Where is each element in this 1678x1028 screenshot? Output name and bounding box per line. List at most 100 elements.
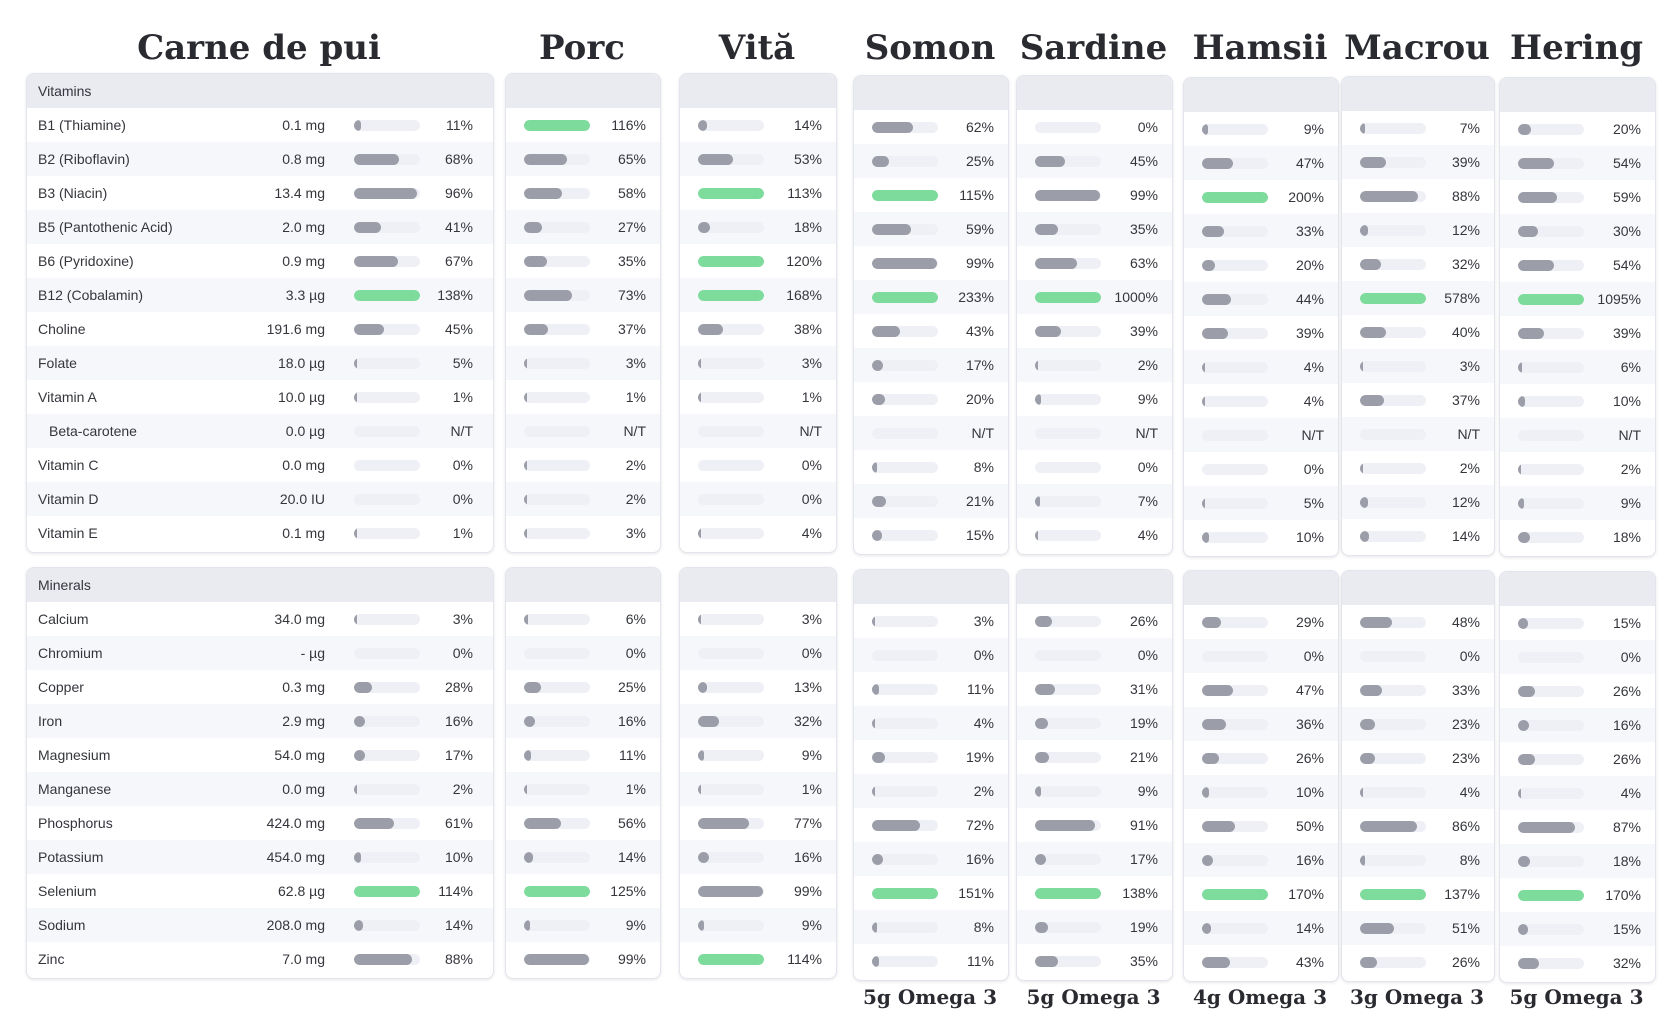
bar-track xyxy=(1202,617,1268,628)
bar-fill xyxy=(872,258,938,269)
bar-fill xyxy=(354,954,413,965)
bar-track xyxy=(1360,327,1426,338)
table-row: Manganese 0.0 mg 2% xyxy=(27,772,493,806)
bar-track xyxy=(1360,463,1426,474)
bar-fill xyxy=(872,496,886,507)
percent-value: 11% xyxy=(967,953,994,969)
percent-value: 99% xyxy=(965,255,994,271)
percent-value: 11% xyxy=(619,747,646,763)
table-row: 43% xyxy=(854,314,1008,348)
bar-track xyxy=(1202,362,1268,373)
percent-value: 1095% xyxy=(1597,291,1641,307)
bar-track xyxy=(698,426,764,437)
table-row: 2% xyxy=(854,774,1008,808)
nutrient-label: B2 (Riboflavin) xyxy=(38,151,130,167)
bar-fill xyxy=(872,888,938,899)
bar-track xyxy=(524,920,590,931)
bar-track xyxy=(872,156,938,167)
percent-value: 1% xyxy=(625,781,646,797)
percent-value: 99% xyxy=(793,883,822,899)
table-row: 31% xyxy=(1017,672,1172,706)
table-row: 0% xyxy=(1500,640,1655,674)
percent-value: 16% xyxy=(444,713,473,729)
bar-track xyxy=(1202,821,1268,832)
amount-value: 20.0 IU xyxy=(279,491,325,507)
table-row: 0% xyxy=(680,448,836,482)
bar-fill xyxy=(872,462,878,473)
bar-track xyxy=(1360,821,1426,832)
bar-track xyxy=(872,428,938,439)
table-row: 113% xyxy=(680,176,836,210)
percent-value: 26% xyxy=(1295,750,1324,766)
bar-fill xyxy=(872,752,885,763)
percent-value: 1% xyxy=(801,781,822,797)
percent-value: 6% xyxy=(1620,359,1641,375)
bar-track xyxy=(1518,464,1584,475)
bar-fill xyxy=(354,392,357,403)
table-row: 9% xyxy=(1017,774,1172,808)
table-row: 170% xyxy=(1500,878,1655,912)
bar-track xyxy=(1202,430,1268,441)
table-row: 26% xyxy=(1500,674,1655,708)
bar-track xyxy=(1518,890,1584,901)
percent-value: 2% xyxy=(1620,461,1641,477)
percent-value: N/T xyxy=(971,425,994,441)
percent-value: 3% xyxy=(801,355,822,371)
table-row: 33% xyxy=(1184,214,1338,248)
bar-track xyxy=(524,358,590,369)
percent-value: 2% xyxy=(973,783,994,799)
percent-value: 19% xyxy=(1129,715,1158,731)
table-row: 3% xyxy=(506,346,660,380)
percent-value: 138% xyxy=(437,287,473,303)
bar-fill xyxy=(1035,718,1048,729)
bar-track xyxy=(872,258,938,269)
amount-value: 0.1 mg xyxy=(282,525,325,541)
bar-track xyxy=(698,716,764,727)
table-row: 39% xyxy=(1184,316,1338,350)
bar-fill xyxy=(524,716,535,727)
percent-value: 88% xyxy=(444,951,473,967)
bar-track xyxy=(1035,854,1101,865)
bar-track xyxy=(1518,362,1584,373)
column-title: Macrou xyxy=(1344,28,1490,68)
amount-value: 208.0 mg xyxy=(266,917,325,933)
bar-fill xyxy=(1035,360,1038,371)
bar-fill xyxy=(524,852,534,863)
table-row: 45% xyxy=(1017,144,1172,178)
bar-track xyxy=(524,784,590,795)
table-row: 3% xyxy=(1342,349,1494,383)
percent-value: 43% xyxy=(1295,954,1324,970)
table-row: 19% xyxy=(1017,706,1172,740)
table-row: 578% xyxy=(1342,281,1494,315)
bar-track xyxy=(354,886,420,897)
percent-value: 99% xyxy=(1129,187,1158,203)
percent-value: 11% xyxy=(967,681,994,697)
bar-fill xyxy=(524,154,567,165)
bar-fill xyxy=(354,920,364,931)
vitamins-panel: 9% 47% 200% 33% 20% 44% 39% 4% 4% N/T 0% 5% 10% xyxy=(1183,77,1339,557)
column-title: Vită xyxy=(718,28,796,68)
percent-value: 7% xyxy=(1137,493,1158,509)
minerals-panel: 26% 0% 31% 19% 21% 9% 91% 17% 138% 19% 35% xyxy=(1016,569,1173,981)
bar-fill xyxy=(698,188,764,199)
table-row: 18% xyxy=(1500,844,1655,878)
table-row: 1% xyxy=(680,772,836,806)
percent-value: 47% xyxy=(1295,155,1324,171)
section-header xyxy=(854,570,1008,604)
percent-value: 33% xyxy=(1295,223,1324,239)
table-row: 11% xyxy=(506,738,660,772)
percent-value: 2% xyxy=(452,781,473,797)
table-row: 16% xyxy=(1500,708,1655,742)
bar-track xyxy=(1202,294,1268,305)
bar-fill xyxy=(872,786,875,797)
table-row: 39% xyxy=(1342,145,1494,179)
bar-track xyxy=(1360,957,1426,968)
table-row: 51% xyxy=(1342,911,1494,945)
bar-track xyxy=(1035,122,1101,133)
amount-value: 454.0 mg xyxy=(266,849,325,865)
percent-value: 32% xyxy=(1612,955,1641,971)
percent-value: N/T xyxy=(1301,427,1324,443)
bar-fill xyxy=(872,292,938,303)
percent-value: 137% xyxy=(1444,886,1480,902)
table-row: 2% xyxy=(1342,451,1494,485)
